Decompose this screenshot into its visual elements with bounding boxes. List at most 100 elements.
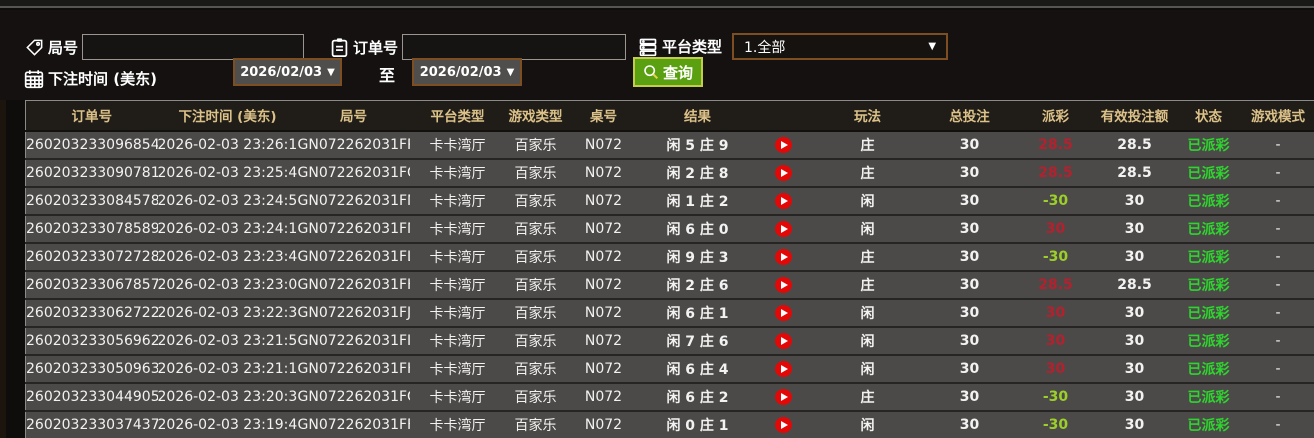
cell-total-bet: 30	[921, 382, 1018, 412]
col-header-result: 结果	[641, 100, 754, 132]
cell-order-id: 260203233062722	[25, 298, 158, 328]
date-to-value: 2026/02/03	[419, 64, 502, 80]
cell-order-id: 260203233078589	[25, 214, 158, 244]
table-body: 260203233096854 2026-02-03 23:26:18 GN07…	[25, 130, 1314, 438]
cell-table-no: N072	[565, 242, 642, 272]
cell-payout: 30	[1017, 298, 1094, 328]
cell-platform: 卡卡湾厅	[409, 270, 506, 300]
cell-table-no: N072	[565, 270, 642, 300]
platform-type-label: 平台类型	[662, 38, 723, 56]
cell-valid-bet: 30	[1093, 326, 1176, 356]
cell-total-bet: 30	[921, 410, 1018, 438]
table-row[interactable]: 260203233067857 2026-02-03 23:23:08 GN07…	[25, 270, 1314, 300]
cell-round-id: GN072262031FH	[297, 354, 410, 384]
table-row[interactable]: 260203233090781 2026-02-03 23:25:40 GN07…	[25, 158, 1314, 188]
play-replay-icon[interactable]	[775, 388, 792, 405]
order-id-input[interactable]	[402, 34, 627, 60]
cell-table-no: N072	[565, 186, 642, 216]
cell-platform: 卡卡湾厅	[409, 410, 506, 438]
play-replay-icon[interactable]	[775, 332, 792, 349]
table-row[interactable]: 260203233062722 2026-02-03 23:22:32 GN07…	[25, 298, 1314, 328]
cell-game-mode: -	[1241, 326, 1314, 356]
cell-result: 闲 6 庄 0	[641, 214, 754, 244]
cell-status: 已派彩	[1175, 130, 1242, 160]
cell-valid-bet: 28.5	[1093, 158, 1176, 188]
cell-order-id: 260203233072728	[25, 242, 158, 272]
date-from-picker[interactable]: 2026/02/03 ▼	[233, 58, 342, 86]
cell-table-no: N072	[565, 298, 642, 328]
cell-game-type: 百家乐	[505, 130, 566, 160]
chevron-down-icon: ▼	[928, 41, 937, 52]
col-header-play: 玩法	[813, 100, 922, 132]
cell-total-bet: 30	[921, 270, 1018, 300]
cell-replay	[753, 410, 814, 438]
table-header-row: 订单号 下注时间 (美东) 局号 平台类型 游戏类型 桌号 结果 玩法 总投注 …	[25, 100, 1314, 132]
cell-result: 闲 6 庄 4	[641, 354, 754, 384]
cell-payout: -30	[1017, 186, 1094, 216]
search-button[interactable]: 查询	[633, 57, 704, 87]
cell-replay	[753, 158, 814, 188]
play-replay-icon[interactable]	[775, 136, 792, 153]
bet-time-label: 下注时间 (美东)	[48, 70, 157, 88]
cell-valid-bet: 30	[1093, 410, 1176, 438]
play-replay-icon[interactable]	[775, 164, 792, 181]
clipboard-icon	[330, 37, 349, 58]
cell-platform: 卡卡湾厅	[409, 214, 506, 244]
platform-list-icon	[638, 37, 658, 57]
cell-status: 已派彩	[1175, 270, 1242, 300]
cell-status: 已派彩	[1175, 382, 1242, 412]
cell-order-id: 260203233090781	[25, 158, 158, 188]
cell-game-mode: -	[1241, 354, 1314, 384]
cell-game-type: 百家乐	[505, 326, 566, 356]
cell-payout: 28.5	[1017, 158, 1094, 188]
cell-game-mode: -	[1241, 298, 1314, 328]
cell-play: 闲	[813, 326, 922, 356]
play-replay-icon[interactable]	[775, 220, 792, 237]
cell-status: 已派彩	[1175, 298, 1242, 328]
table-row[interactable]: 260203233050963 2026-02-03 23:21:16 GN07…	[25, 354, 1314, 384]
round-id-input[interactable]	[82, 34, 305, 60]
play-replay-icon[interactable]	[775, 416, 792, 433]
cell-table-no: N072	[565, 410, 642, 438]
play-replay-icon[interactable]	[775, 360, 792, 377]
table-row[interactable]: 260203233096854 2026-02-03 23:26:18 GN07…	[25, 130, 1314, 160]
cell-platform: 卡卡湾厅	[409, 158, 506, 188]
cell-table-no: N072	[565, 130, 642, 160]
cell-order-id: 260203233084578	[25, 186, 158, 216]
table-row[interactable]: 260203233084578 2026-02-03 23:24:58 GN07…	[25, 186, 1314, 216]
cell-valid-bet: 30	[1093, 298, 1176, 328]
cell-order-id: 260203233096854	[25, 130, 158, 160]
cell-platform: 卡卡湾厅	[409, 354, 506, 384]
cell-play: 庄	[813, 158, 922, 188]
top-divider	[0, 0, 1314, 8]
table-row[interactable]: 260203233072728 2026-02-03 23:23:44 GN07…	[25, 242, 1314, 272]
date-to-picker[interactable]: 2026/02/03 ▼	[412, 58, 522, 86]
cell-round-id: GN072262031FK	[297, 270, 410, 300]
cell-status: 已派彩	[1175, 410, 1242, 438]
platform-type-select[interactable]: 1.全部 ▼	[732, 33, 949, 60]
table-row[interactable]: 260203233056962 2026-02-03 23:21:54 GN07…	[25, 326, 1314, 356]
cell-payout: 28.5	[1017, 130, 1094, 160]
table-row[interactable]: 260203233044905 2026-02-03 23:20:33 GN07…	[25, 382, 1314, 412]
cell-bet-time: 2026-02-03 23:19:47	[157, 410, 298, 438]
table-row[interactable]: 260203233037437 2026-02-03 23:19:47 GN07…	[25, 410, 1314, 438]
cell-replay	[753, 270, 814, 300]
table-row[interactable]: 260203233078589 2026-02-03 23:24:19 GN07…	[25, 214, 1314, 244]
cell-replay	[753, 130, 814, 160]
cell-valid-bet: 28.5	[1093, 130, 1176, 160]
play-replay-icon[interactable]	[775, 248, 792, 265]
chevron-down-icon: ▼	[327, 66, 335, 78]
cell-replay	[753, 186, 814, 216]
cell-platform: 卡卡湾厅	[409, 186, 506, 216]
cell-platform: 卡卡湾厅	[409, 298, 506, 328]
cell-bet-time: 2026-02-03 23:21:16	[157, 354, 298, 384]
play-replay-icon[interactable]	[775, 192, 792, 209]
play-replay-icon[interactable]	[775, 276, 792, 293]
cell-total-bet: 30	[921, 158, 1018, 188]
cell-round-id: GN072262031FF	[297, 410, 410, 438]
col-header-table-no: 桌号	[565, 100, 642, 132]
round-id-label: 局号	[48, 38, 79, 57]
play-replay-icon[interactable]	[775, 304, 792, 321]
cell-valid-bet: 30	[1093, 354, 1176, 384]
col-header-game-type: 游戏类型	[505, 100, 566, 132]
